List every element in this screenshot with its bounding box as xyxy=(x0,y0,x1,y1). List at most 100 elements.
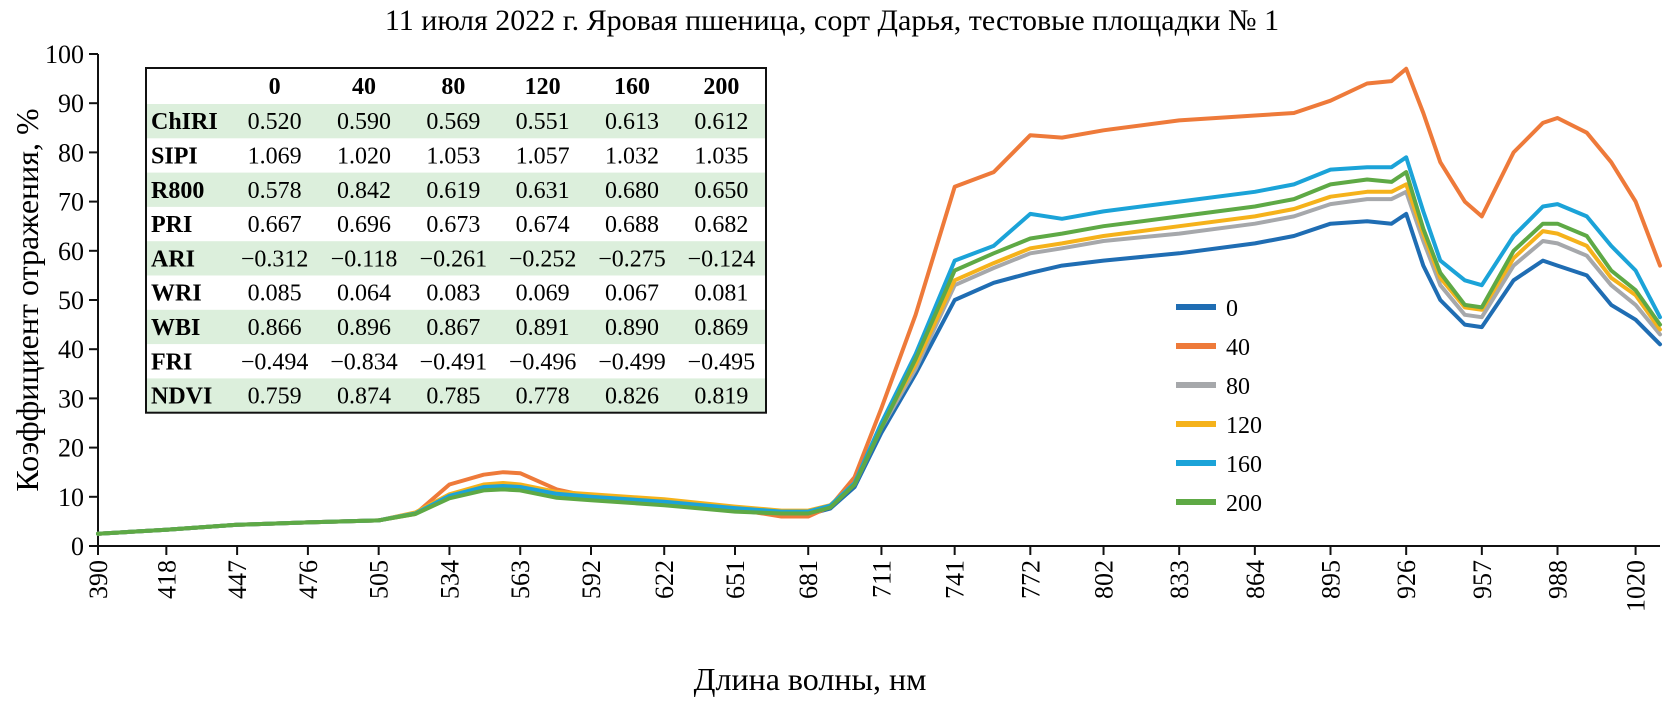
table-cell: −0.252 xyxy=(509,246,577,272)
x-tick-label: 772 xyxy=(1016,560,1045,599)
table-row-stripe xyxy=(146,309,766,345)
x-tick-label: 711 xyxy=(867,560,896,598)
table-row-label: ARI xyxy=(151,246,195,272)
table-cell: 1.069 xyxy=(248,143,302,169)
table-row-label: SIPI xyxy=(151,143,198,169)
legend: 0 40 80 120 160 200 xyxy=(1176,296,1262,517)
x-tick-label: 988 xyxy=(1543,560,1572,599)
table-cell: 0.667 xyxy=(248,212,302,238)
legend-label-160: 160 xyxy=(1226,452,1262,478)
table-cell: 0.696 xyxy=(337,212,391,238)
table-row-label: PRI xyxy=(151,212,192,238)
table-cell: 0.869 xyxy=(694,315,748,341)
x-tick-label: 741 xyxy=(941,560,970,599)
series-line-200 xyxy=(96,170,1662,536)
table-cell: 0.520 xyxy=(248,109,302,135)
table-cell: 1.035 xyxy=(694,143,748,169)
table-cell: 0.890 xyxy=(605,315,659,341)
y-tick-label: 0 xyxy=(71,532,84,561)
y-tick-label: 10 xyxy=(58,483,84,512)
table-cell: −0.261 xyxy=(420,246,488,272)
table-cell: 0.613 xyxy=(605,109,659,135)
table-cell: 0.688 xyxy=(605,212,659,238)
x-tick-label: 651 xyxy=(721,560,750,599)
x-tick-label: 802 xyxy=(1090,560,1119,599)
table-cell: 1.032 xyxy=(605,143,659,169)
table-cell: 0.842 xyxy=(337,178,391,204)
table-cell: 1.057 xyxy=(516,143,570,169)
x-axis-title: Длина волны, нм xyxy=(694,661,927,697)
table-column-header: 200 xyxy=(703,74,739,100)
table-cell: 0.067 xyxy=(605,281,659,307)
legend-label-0: 0 xyxy=(1226,296,1238,322)
y-tick-label: 70 xyxy=(58,188,84,217)
table-cell: 0.819 xyxy=(694,384,748,410)
table-cell: 1.020 xyxy=(337,143,391,169)
table-row-stripe xyxy=(146,172,766,207)
legend-label-200: 200 xyxy=(1226,491,1262,517)
table-cell: −0.275 xyxy=(598,246,666,272)
table-cell: −0.118 xyxy=(331,246,398,272)
table-column-header: 40 xyxy=(352,74,376,100)
table-cell: 0.673 xyxy=(426,212,480,238)
table-cell: 0.081 xyxy=(694,281,748,307)
x-tick-label: 864 xyxy=(1241,560,1270,599)
table-cell: 0.759 xyxy=(248,384,302,410)
table-cell: 0.866 xyxy=(248,315,302,341)
table-cell: 0.650 xyxy=(694,178,748,204)
table-row-label: ChIRI xyxy=(151,109,218,135)
x-tick-label: 957 xyxy=(1468,560,1497,599)
table-cell: −0.496 xyxy=(509,349,577,375)
table-column-header: 160 xyxy=(614,74,650,100)
series-lines xyxy=(96,66,1662,536)
indices-table: ChIRI 0.520 0.590 0.569 0.551 0.613 0.612 SIPI 1… xyxy=(145,67,767,414)
table-column-header: 0 xyxy=(269,74,281,100)
y-tick-label: 50 xyxy=(58,286,84,315)
x-tick-label: 505 xyxy=(365,560,394,599)
x-tick-label: 390 xyxy=(84,560,113,599)
table-cell: 0.551 xyxy=(516,109,570,135)
table-cell: 0.085 xyxy=(248,281,302,307)
table-cell: 0.069 xyxy=(516,281,570,307)
table-cell: −0.124 xyxy=(688,246,756,272)
x-tick-label: 476 xyxy=(294,560,323,599)
table-cell: 0.590 xyxy=(337,109,391,135)
table-row-label: WBI xyxy=(151,315,200,341)
x-tick-label: 592 xyxy=(577,560,606,599)
table-row-stripe xyxy=(146,104,766,139)
x-tick-label: 418 xyxy=(152,560,181,599)
table-cell: 0.619 xyxy=(426,178,480,204)
table-cell: −0.494 xyxy=(241,349,309,375)
table-cell: 0.874 xyxy=(337,384,391,410)
table-cell: 0.612 xyxy=(694,109,748,135)
legend-label-120: 120 xyxy=(1226,413,1262,439)
table-cell: 0.682 xyxy=(694,212,748,238)
table-row-label: NDVI xyxy=(151,384,212,410)
chart-title: 11 июля 2022 г. Яровая пшеница, сорт Дар… xyxy=(385,4,1279,37)
y-tick-label: 90 xyxy=(58,89,84,118)
x-tick-label: 895 xyxy=(1317,560,1346,599)
x-tick-label: 926 xyxy=(1392,560,1421,599)
table-cell: 0.680 xyxy=(605,178,659,204)
table-border xyxy=(145,67,767,414)
table-cell: −0.495 xyxy=(688,349,756,375)
table-row-label: FRI xyxy=(151,349,192,375)
table-cell: 0.867 xyxy=(426,315,480,341)
table-row-stripe xyxy=(146,378,766,413)
table-cell: 0.631 xyxy=(516,178,570,204)
table-cell: −0.312 xyxy=(241,246,309,272)
x-tick-label: 681 xyxy=(794,560,823,599)
table-cell: 0.064 xyxy=(337,281,391,307)
table-cell: −0.491 xyxy=(420,349,488,375)
series-line-120 xyxy=(96,182,1662,536)
table-cell: 0.674 xyxy=(516,212,570,238)
table-cell: 0.778 xyxy=(516,384,570,410)
y-tick-label: 20 xyxy=(58,434,84,463)
table-row-label: R800 xyxy=(151,178,204,204)
table-cell: 0.891 xyxy=(516,315,570,341)
x-tick-label: 622 xyxy=(650,560,679,599)
table-row-label: WRI xyxy=(151,281,202,307)
table-cell: 0.896 xyxy=(337,315,391,341)
